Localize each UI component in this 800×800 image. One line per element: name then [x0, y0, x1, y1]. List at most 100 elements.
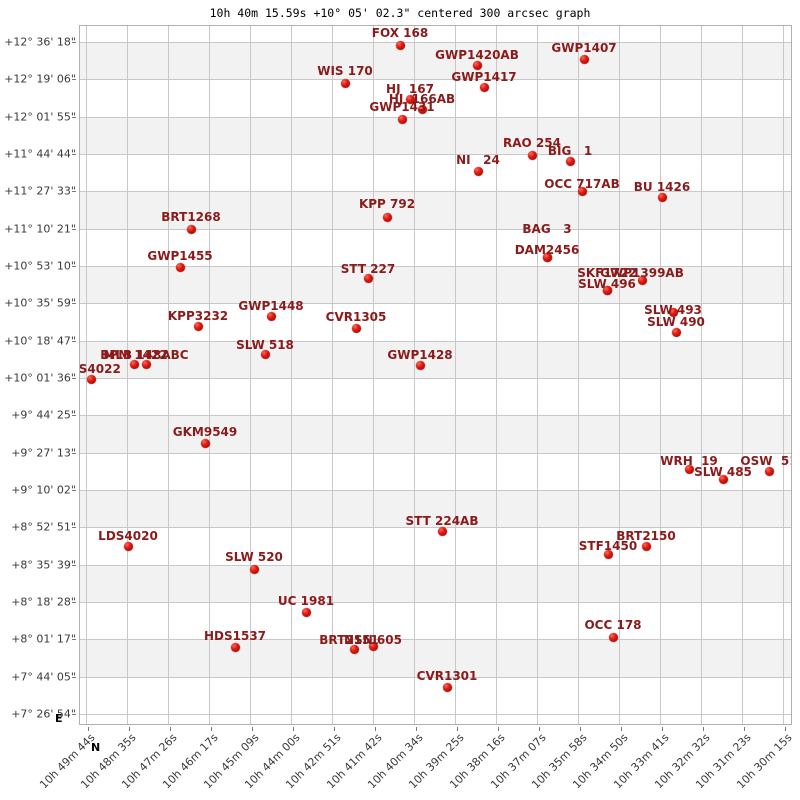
star-marker[interactable]: [542, 252, 552, 262]
star-marker[interactable]: [602, 285, 612, 295]
star-label: SLW 490: [647, 315, 705, 329]
star-label: GWP1428: [387, 348, 453, 362]
star-marker[interactable]: [175, 262, 185, 272]
gridline-vertical: [660, 26, 661, 724]
star-marker[interactable]: [193, 321, 203, 331]
star-marker[interactable]: [397, 114, 407, 124]
star-label: SLW 518: [236, 338, 294, 352]
star-marker[interactable]: [608, 632, 618, 642]
star-label: LDS4022: [79, 362, 121, 376]
y-axis-tickmark: [72, 266, 76, 267]
gridline-vertical: [496, 26, 497, 724]
star-marker[interactable]: [363, 273, 373, 283]
star-label: BPM 1422: [100, 348, 168, 362]
star-marker[interactable]: [473, 166, 483, 176]
row-band: [80, 191, 791, 229]
gridline-vertical: [701, 26, 702, 724]
star-marker[interactable]: [637, 275, 647, 285]
page-title: 10h 40m 15.59s +10° 05' 02.3" centered 3…: [209, 6, 591, 20]
gridline-vertical: [168, 26, 169, 724]
star-marker[interactable]: [565, 156, 575, 166]
star-marker[interactable]: [395, 40, 405, 50]
y-axis-tickmark: [72, 154, 76, 155]
star-marker[interactable]: [442, 682, 452, 692]
star-marker[interactable]: [641, 541, 651, 551]
x-axis-tickmark: [580, 727, 581, 731]
star-label: RAO 254: [503, 136, 561, 150]
star-marker[interactable]: [437, 526, 447, 536]
y-axis-tick-label: +8° 01' 17": [11, 632, 76, 646]
star-marker[interactable]: [718, 474, 728, 484]
star-label: HJ 167: [386, 82, 434, 96]
x-axis-tickmark: [662, 727, 663, 731]
star-marker[interactable]: [141, 359, 151, 369]
x-axis-tickmark: [334, 727, 335, 731]
star-marker[interactable]: [368, 641, 378, 651]
y-axis-tickmark: [72, 303, 76, 304]
gridline-horizontal: [80, 378, 791, 379]
star-marker[interactable]: [415, 360, 425, 370]
star-marker[interactable]: [382, 212, 392, 222]
star-label: BU 1426: [633, 180, 691, 194]
gridline-horizontal: [80, 229, 791, 230]
gridline-horizontal: [80, 639, 791, 640]
gridline-vertical: [783, 26, 784, 724]
gridline-vertical: [86, 26, 87, 724]
y-axis-tickmark: [72, 602, 76, 603]
star-marker[interactable]: [579, 54, 589, 64]
star-label: STT 227: [340, 262, 396, 276]
star-marker[interactable]: [249, 564, 259, 574]
gridline-horizontal: [80, 677, 791, 678]
gridline-horizontal: [80, 527, 791, 528]
star-marker[interactable]: [684, 464, 694, 474]
x-axis-tickmark: [211, 727, 212, 731]
star-marker[interactable]: [301, 607, 311, 617]
star-marker[interactable]: [657, 192, 667, 202]
x-axis-tickmark: [88, 727, 89, 731]
gridline-horizontal: [80, 453, 791, 454]
star-marker[interactable]: [123, 541, 133, 551]
star-marker[interactable]: [405, 94, 415, 104]
star-marker[interactable]: [603, 549, 613, 559]
y-axis-tick-label: +11° 10' 21": [4, 222, 76, 236]
y-axis-tick-label: +7° 44' 05": [11, 670, 76, 684]
gridline-horizontal: [80, 602, 791, 603]
gridline-vertical: [209, 26, 210, 724]
star-marker[interactable]: [200, 438, 210, 448]
star-marker[interactable]: [260, 349, 270, 359]
star-marker[interactable]: [417, 104, 427, 114]
star-marker[interactable]: [230, 642, 240, 652]
gridline-horizontal: [80, 117, 791, 118]
x-axis-tickmark: [498, 727, 499, 731]
plot-area[interactable]: FOX 168 WIS 170 GWP1420AB GWP1417 GWP1407 HJ …: [79, 25, 792, 725]
star-marker[interactable]: [472, 60, 482, 70]
star-marker[interactable]: [668, 307, 678, 317]
star-marker[interactable]: [527, 150, 537, 160]
y-axis-tickmark: [72, 378, 76, 379]
gridline-vertical: [537, 26, 538, 724]
star-marker[interactable]: [764, 466, 774, 476]
star-marker[interactable]: [340, 78, 350, 88]
gridline-vertical: [373, 26, 374, 724]
star-marker[interactable]: [186, 224, 196, 234]
x-axis-tickmark: [539, 727, 540, 731]
star-label: WIS 170: [317, 64, 373, 78]
star-marker[interactable]: [577, 186, 587, 196]
star-marker[interactable]: [351, 323, 361, 333]
star-marker[interactable]: [129, 359, 139, 369]
y-axis-tick-label: +10° 53' 10": [4, 259, 76, 273]
y-axis-tick-label: +9° 27' 13": [11, 446, 76, 460]
star-marker[interactable]: [479, 82, 489, 92]
star-label: DAM2456: [514, 243, 580, 257]
star-marker[interactable]: [349, 644, 359, 654]
star-label: HJ 166AB: [388, 92, 456, 106]
y-axis-tick-label: +11° 44' 44": [4, 147, 76, 161]
star-marker[interactable]: [86, 374, 96, 384]
star-label: GKM9549: [172, 425, 238, 439]
y-axis-tick-label: +10° 35' 59": [4, 296, 76, 310]
star-marker[interactable]: [671, 327, 681, 337]
star-marker[interactable]: [266, 311, 276, 321]
star-label: WRH 19: [660, 454, 718, 468]
star-label: GWP1399AB: [600, 266, 684, 280]
gridline-horizontal: [80, 565, 791, 566]
